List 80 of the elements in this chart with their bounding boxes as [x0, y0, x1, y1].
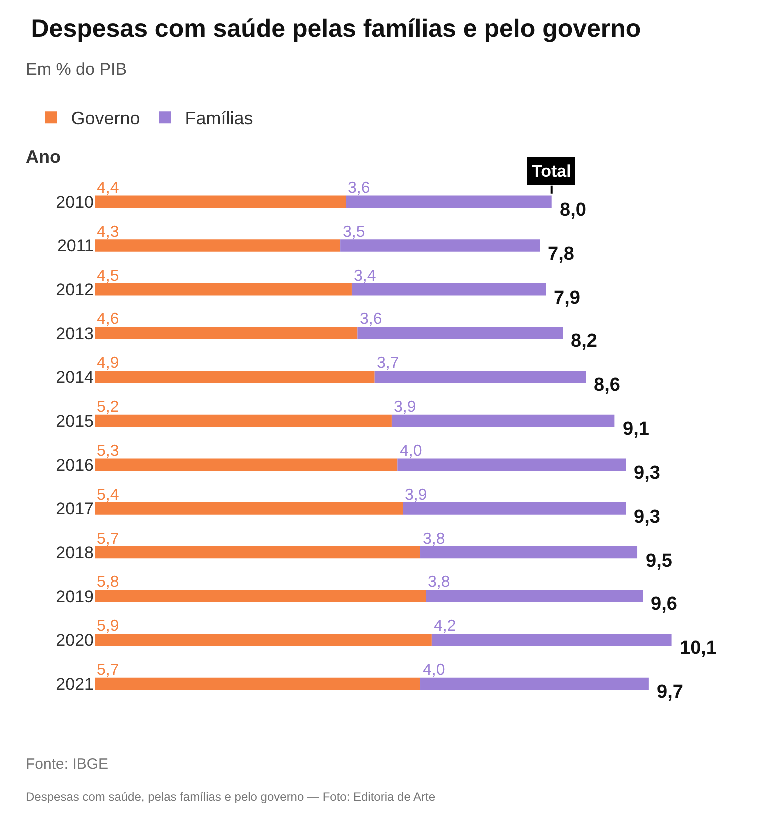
bar	[374, 371, 586, 384]
data-label: 3,8	[423, 531, 446, 548]
y-tick-label: 2011	[57, 236, 94, 256]
annotation: Total	[532, 162, 572, 181]
bar	[358, 327, 564, 340]
data-label: 3,9	[405, 487, 428, 504]
data-label: 5,7	[97, 662, 120, 679]
y-axis-title: Ano	[26, 147, 61, 167]
data-label: 4,9	[97, 355, 120, 372]
data-label: 4,5	[97, 268, 120, 285]
y-tick-label: 2018	[56, 543, 94, 562]
bar	[420, 678, 649, 690]
data-label: 4,0	[400, 443, 422, 460]
data-label: 3,6	[348, 180, 370, 197]
bar	[398, 458, 626, 472]
y-tick-label: 2017	[56, 500, 94, 519]
bar	[403, 502, 626, 515]
data-label: 4,2	[434, 618, 456, 635]
data-label: 5,3	[97, 443, 120, 460]
total-label: 9,6	[651, 594, 678, 615]
bar	[95, 240, 341, 252]
bar	[95, 546, 421, 559]
bar	[392, 414, 615, 428]
total-label: 9,3	[634, 507, 660, 528]
data-label: 5,2	[97, 399, 120, 416]
data-label: 5,8	[97, 574, 120, 591]
data-label: 4,4	[97, 180, 120, 197]
data-label: 3,7	[377, 355, 400, 372]
total-label: 8,6	[594, 375, 620, 396]
source-note: Fonte: IBGE	[26, 756, 109, 773]
data-label: 3,8	[428, 574, 450, 591]
legend-label: Famílias	[185, 108, 254, 129]
data-label: 4,0	[423, 662, 446, 679]
data-label: 5,7	[97, 531, 120, 548]
total-label: 9,1	[623, 419, 650, 440]
data-label: 4,6	[97, 311, 120, 328]
y-tick-label: 2012	[56, 280, 94, 300]
data-label: 3,5	[343, 224, 366, 241]
bar	[95, 196, 346, 208]
data-label: 3,4	[354, 268, 376, 285]
bar	[95, 590, 426, 602]
bar	[95, 678, 421, 690]
y-tick-label: 2016	[56, 456, 94, 475]
bar	[346, 196, 552, 208]
chart-subtitle: Em % do PIB	[26, 60, 128, 79]
data-label: 4,3	[97, 224, 120, 241]
total-label: 10,1	[680, 638, 718, 659]
total-label: 9,5	[646, 551, 673, 572]
total-label: 8,0	[560, 200, 586, 221]
bar	[95, 371, 375, 384]
total-label: 8,2	[571, 331, 598, 352]
bar	[95, 458, 398, 472]
total-label: 7,8	[548, 244, 574, 265]
bar	[95, 502, 404, 515]
data-label: 3,6	[360, 311, 382, 328]
data-label: 3,9	[394, 399, 416, 416]
y-tick-label: 2010	[56, 192, 94, 212]
y-tick-label: 2020	[56, 631, 94, 650]
y-tick-label: 2014	[56, 368, 94, 388]
bar	[420, 546, 638, 559]
data-label: 5,9	[97, 618, 120, 635]
y-tick-label: 2015	[56, 412, 94, 431]
y-tick-label: 2013	[56, 324, 94, 344]
bar	[95, 414, 392, 428]
bar	[340, 240, 540, 252]
total-label: 7,9	[554, 288, 580, 309]
bar	[95, 283, 352, 296]
bar	[95, 634, 432, 646]
y-tick-label: 2019	[56, 587, 94, 606]
bar	[426, 590, 644, 602]
chart-title: Despesas com saúde pelas famílias e pelo governo	[31, 15, 642, 44]
bar	[95, 327, 358, 340]
total-label: 9,7	[657, 682, 684, 703]
total-label: 9,3	[634, 463, 660, 484]
bar	[432, 634, 672, 646]
legend-label: Governo	[71, 108, 140, 129]
y-tick-label: 2021	[56, 674, 94, 694]
text: Despesas com saúde, pelas famílias e pelo governo — Foto: Editoria de Arte	[26, 790, 436, 804]
data-label: 5,4	[97, 487, 120, 504]
bar	[352, 283, 546, 296]
